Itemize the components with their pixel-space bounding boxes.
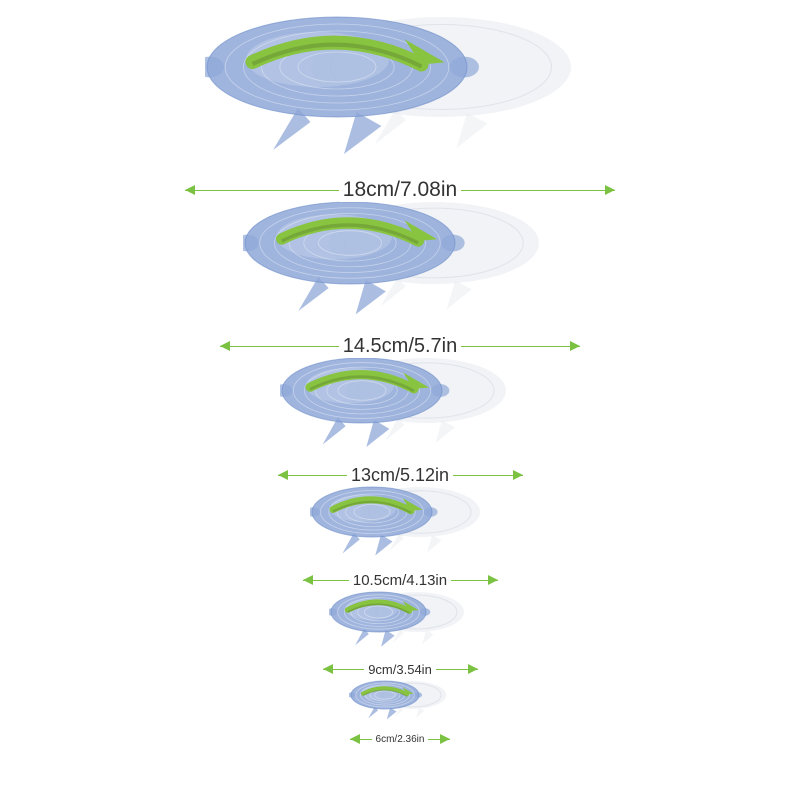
dimension-arrow: 13cm/5.12in [278, 465, 523, 485]
lid-illustration [243, 200, 558, 353]
lid-size-row: 14.5cm/5.7in [220, 200, 580, 356]
arrow-head-right-icon [440, 734, 450, 744]
dimension-label: 9cm/3.54in [364, 662, 436, 677]
dimension-arrow: 10.5cm/4.13in [303, 570, 498, 590]
arrow-head-right-icon [488, 575, 498, 585]
arrow-head-left-icon [278, 470, 288, 480]
dimension-label: 10.5cm/4.13in [349, 572, 451, 589]
lid-size-row: 9cm/3.54in [323, 590, 478, 679]
lid-size-row: 6cm/2.36in [349, 679, 451, 749]
lid-size-row: 13cm/5.12in [278, 356, 523, 485]
dimension-label: 6cm/2.36in [372, 734, 429, 745]
arrow-head-right-icon [513, 470, 523, 480]
dimension-arrow: 14.5cm/5.7in [220, 336, 580, 356]
dimension-arrow: 6cm/2.36in [350, 729, 450, 749]
arrow-head-right-icon [570, 341, 580, 351]
arrow-head-left-icon [220, 341, 230, 351]
arrow-head-right-icon [468, 664, 478, 674]
arrow-head-left-icon [185, 185, 195, 195]
lid-illustration [349, 679, 451, 734]
arrow-head-left-icon [350, 734, 360, 744]
dimension-label: 18cm/7.08in [339, 178, 461, 202]
lid-illustration [329, 590, 472, 667]
dimension-arrow: 18cm/7.08in [185, 180, 615, 200]
dimension-label: 14.5cm/5.7in [339, 335, 462, 358]
arrow-head-left-icon [323, 664, 333, 674]
lid-illustration [310, 485, 490, 580]
lid-illustration [280, 356, 520, 478]
lid-size-row: 10.5cm/4.13in [303, 485, 498, 590]
lid-size-row: 18cm/7.08in [185, 15, 615, 200]
lid-illustration [205, 15, 595, 200]
arrow-head-left-icon [303, 575, 313, 585]
dimension-label: 13cm/5.12in [347, 465, 453, 486]
dimension-arrow: 9cm/3.54in [323, 659, 478, 679]
arrow-head-right-icon [605, 185, 615, 195]
size-chart: 18cm/7.08in 14.5cm/5.7in 13cm/5.12in 10.5cm… [0, 0, 800, 800]
